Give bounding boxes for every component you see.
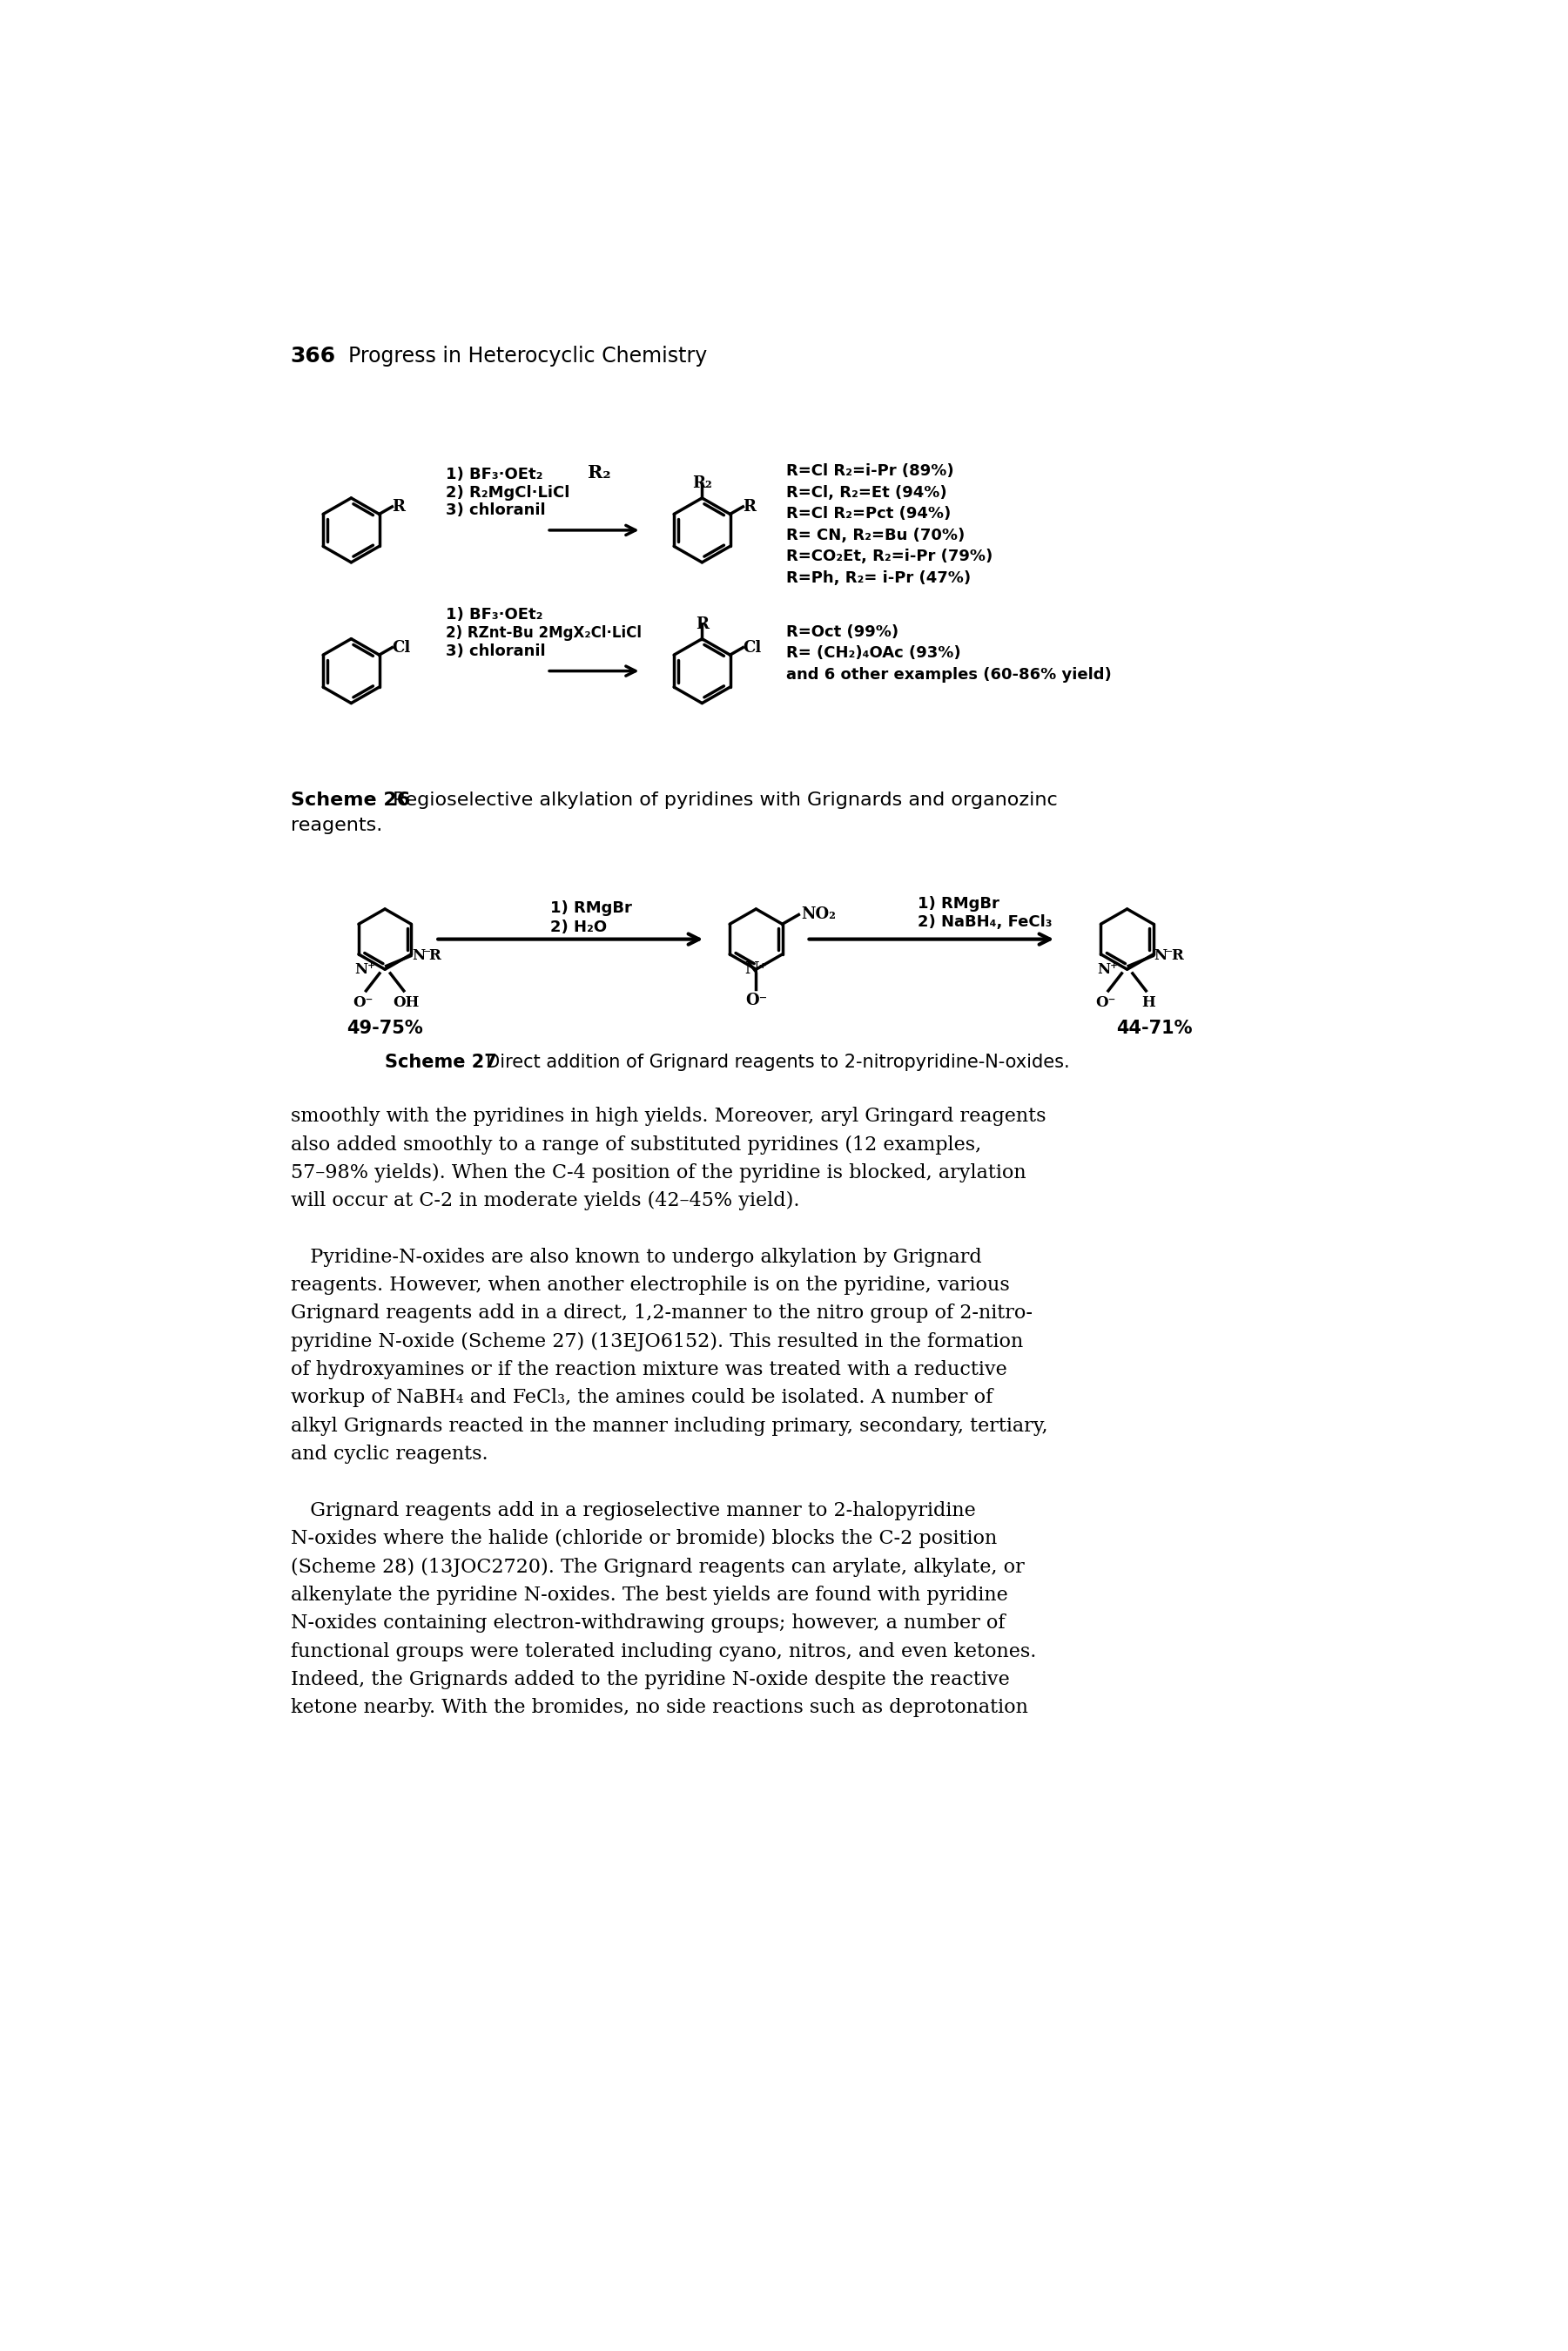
Text: of hydroxyamines or if the reaction mixture was treated with a reductive: of hydroxyamines or if the reaction mixt… [290, 1361, 1007, 1380]
Text: 44-71%: 44-71% [1116, 1020, 1192, 1037]
Text: OH: OH [394, 994, 420, 1009]
Text: N-oxides where the halide (chloride or bromide) blocks the C-2 position: N-oxides where the halide (chloride or b… [290, 1528, 997, 1549]
Text: 366: 366 [290, 346, 336, 367]
Text: R=CO₂Et, R₂=i-Pr (79%): R=CO₂Et, R₂=i-Pr (79%) [787, 550, 993, 564]
Text: 49-75%: 49-75% [347, 1020, 423, 1037]
Text: 57–98% yields). When the C-4 position of the pyridine is blocked, arylation: 57–98% yields). When the C-4 position of… [290, 1164, 1025, 1183]
Text: H: H [1142, 994, 1156, 1009]
Text: 3) chloranil: 3) chloranil [445, 503, 546, 517]
Text: O⁻: O⁻ [353, 994, 373, 1009]
Text: 2) H₂O: 2) H₂O [550, 919, 607, 936]
Text: Regioselective alkylation of pyridines with Grignards and organozinc: Regioselective alkylation of pyridines w… [387, 792, 1058, 809]
Text: reagents.: reagents. [290, 818, 383, 835]
Text: NO₂: NO₂ [801, 907, 836, 922]
Text: 1) BF₃·OEt₂: 1) BF₃·OEt₂ [445, 465, 543, 482]
Text: Progress in Heterocyclic Chemistry: Progress in Heterocyclic Chemistry [348, 346, 707, 367]
Text: Grignard reagents add in a regioselective manner to 2-halopyridine: Grignard reagents add in a regioselectiv… [290, 1500, 975, 1521]
Text: N: N [412, 947, 425, 964]
Text: alkyl Grignards reacted in the manner including primary, secondary, tertiary,: alkyl Grignards reacted in the manner in… [290, 1418, 1047, 1436]
Text: N-oxides containing electron-withdrawing groups; however, a number of: N-oxides containing electron-withdrawing… [290, 1613, 1005, 1634]
Text: 1) RMgBr: 1) RMgBr [917, 896, 1000, 912]
Text: Grignard reagents add in a direct, 1,2-manner to the nitro group of 2-nitro-: Grignard reagents add in a direct, 1,2-m… [290, 1305, 1032, 1324]
Text: R=Oct (99%): R=Oct (99%) [787, 623, 898, 639]
Text: N⁺: N⁺ [1098, 962, 1118, 976]
Text: O⁻: O⁻ [1096, 994, 1116, 1009]
Text: Pyridine-N-oxides are also known to undergo alkylation by Grignard: Pyridine-N-oxides are also known to unde… [290, 1248, 982, 1267]
Text: R₂: R₂ [588, 465, 612, 482]
Text: R=Ph, R₂= i-Pr (47%): R=Ph, R₂= i-Pr (47%) [787, 571, 971, 585]
Text: (Scheme 28) (13JOC2720). The Grignard reagents can arylate, alkylate, or: (Scheme 28) (13JOC2720). The Grignard re… [290, 1556, 1024, 1578]
Text: R=Cl R₂=i-Pr (89%): R=Cl R₂=i-Pr (89%) [787, 463, 953, 480]
Text: pyridine N-oxide (Scheme 27) (13EJO6152). This resulted in the formation: pyridine N-oxide (Scheme 27) (13EJO6152)… [290, 1333, 1022, 1352]
Text: workup of NaBH₄ and FeCl₃, the amines could be isolated. A number of: workup of NaBH₄ and FeCl₃, the amines co… [290, 1389, 993, 1408]
Text: Scheme 26: Scheme 26 [290, 792, 409, 809]
Text: R=Cl, R₂=Et (94%): R=Cl, R₂=Et (94%) [787, 484, 947, 501]
Text: 1) RMgBr: 1) RMgBr [550, 900, 632, 917]
Text: –: – [1165, 943, 1171, 959]
Text: R: R [392, 498, 405, 515]
Text: Cl: Cl [743, 639, 762, 656]
Text: R: R [1171, 947, 1182, 964]
Text: and cyclic reagents.: and cyclic reagents. [290, 1446, 488, 1465]
Text: R₂: R₂ [691, 475, 712, 491]
Text: R=Cl R₂=Pct (94%): R=Cl R₂=Pct (94%) [787, 505, 952, 522]
Text: N⁺: N⁺ [745, 962, 767, 978]
Text: functional groups were tolerated including cyano, nitros, and even ketones.: functional groups were tolerated includi… [290, 1641, 1036, 1662]
Text: reagents. However, when another electrophile is on the pyridine, various: reagents. However, when another electrop… [290, 1277, 1010, 1295]
Text: 1) BF₃·OEt₂: 1) BF₃·OEt₂ [445, 607, 543, 623]
Text: 2) NaBH₄, FeCl₃: 2) NaBH₄, FeCl₃ [917, 915, 1052, 931]
Text: 3) chloranil: 3) chloranil [445, 644, 546, 658]
Text: alkenylate the pyridine N-oxides. The best yields are found with pyridine: alkenylate the pyridine N-oxides. The be… [290, 1585, 1008, 1606]
Text: Direct addition of Grignard reagents to 2-nitropyridine-N-oxides.: Direct addition of Grignard reagents to … [475, 1053, 1069, 1070]
Text: R: R [743, 498, 756, 515]
Text: –: – [422, 943, 430, 959]
Text: will occur at C-2 in moderate yields (42–45% yield).: will occur at C-2 in moderate yields (42… [290, 1192, 800, 1211]
Text: R: R [428, 947, 441, 964]
Text: R= CN, R₂=Bu (70%): R= CN, R₂=Bu (70%) [787, 527, 964, 543]
Text: Indeed, the Grignards added to the pyridine N-oxide despite the reactive: Indeed, the Grignards added to the pyrid… [290, 1669, 1010, 1688]
Text: Cl: Cl [392, 639, 411, 656]
Text: N: N [1154, 947, 1167, 964]
Text: O⁻: O⁻ [745, 992, 767, 1009]
Text: 2) R₂MgCl·LiCl: 2) R₂MgCl·LiCl [445, 484, 569, 501]
Text: Scheme 27: Scheme 27 [384, 1053, 497, 1070]
Text: R= (CH₂)₄OAc (93%): R= (CH₂)₄OAc (93%) [787, 647, 961, 661]
Text: and 6 other examples (60-86% yield): and 6 other examples (60-86% yield) [787, 668, 1112, 682]
Text: smoothly with the pyridines in high yields. Moreover, aryl Gringard reagents: smoothly with the pyridines in high yiel… [290, 1107, 1046, 1126]
Text: also added smoothly to a range of substituted pyridines (12 examples,: also added smoothly to a range of substi… [290, 1136, 982, 1154]
Text: 2) RZnt-Bu 2MgX₂Cl·LiCl: 2) RZnt-Bu 2MgX₂Cl·LiCl [445, 625, 641, 642]
Text: ketone nearby. With the bromides, no side reactions such as deprotonation: ketone nearby. With the bromides, no sid… [290, 1697, 1027, 1716]
Text: N⁺: N⁺ [354, 962, 375, 976]
Text: R: R [696, 616, 709, 632]
